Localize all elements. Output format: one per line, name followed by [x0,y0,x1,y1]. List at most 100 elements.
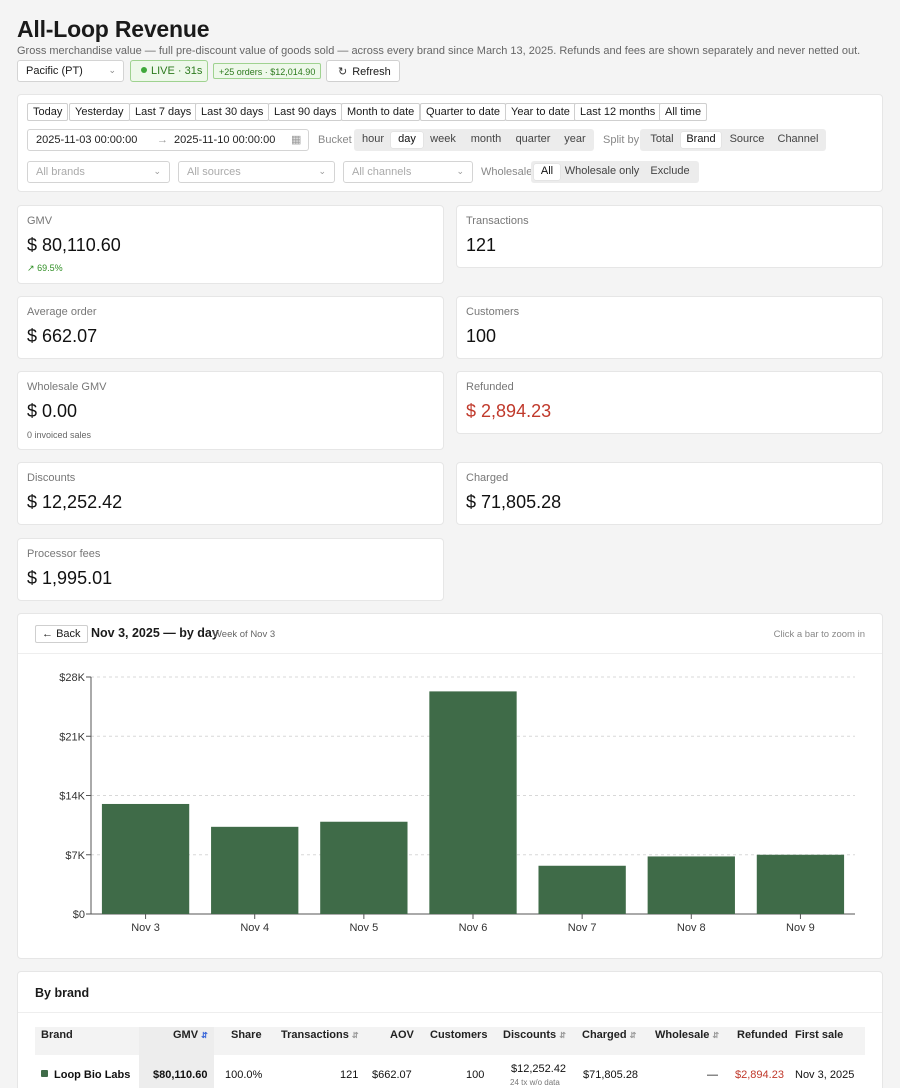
metric-value: $ 2,894.23 [466,401,551,422]
range-30days-button[interactable]: Last 30 days [195,103,270,121]
chart-bar[interactable] [211,826,299,914]
cell-customers: 100 [466,1069,485,1081]
new-orders-badge: +25 orders · $12,014.90 [213,63,322,79]
cell-first-sale: Nov 3, 2025 [795,1069,855,1081]
bucket-hour[interactable]: hour [361,133,385,145]
metric-label: Discounts [27,472,76,484]
range-ytd-button[interactable]: Year to date [505,103,576,121]
chart-bar[interactable] [101,803,190,914]
currency-symbol: $ [466,492,477,512]
metric-charged: Charged $ 71,805.28 [456,462,883,525]
metric-label: Transactions [466,215,529,227]
processor-fees-value: 1,995.01 [42,568,113,588]
cell-refunded: $2,894.23 [735,1069,784,1081]
back-button[interactable]: ← Back [35,625,88,643]
column-brand[interactable]: Brand [41,1029,73,1041]
y-tick-label: $7K [65,850,85,862]
date-to: 2025-11-10 00:00:00 [174,134,276,146]
split-total[interactable]: Total [650,133,674,145]
timezone-value: Pacific (PT) [26,65,83,77]
bucket-quarter[interactable]: quarter [515,133,551,145]
timezone-select[interactable]: Pacific (PT) ⌄ [17,60,124,82]
wholesale-only[interactable]: Wholesale only [564,165,640,177]
range-alltime-button[interactable]: All time [659,103,708,121]
x-tick-label: Nov 8 [677,922,706,934]
range-12months-button[interactable]: Last 12 months [574,103,662,121]
wholesale-selector: All Wholesale only Exclude [531,161,699,183]
bucket-year[interactable]: year [564,133,586,145]
column-aov[interactable]: AOV [390,1029,414,1041]
metric-processor-fees: Processor fees $ 1,995.01 [17,538,444,601]
refresh-button[interactable]: ↻ Refresh [326,60,400,82]
currency-symbol: $ [27,235,38,255]
x-tick-label: Nov 5 [349,922,378,934]
sort-icon: ⇵ [629,1031,637,1040]
date-range-picker[interactable]: 2025-11-03 00:00:00 → 2025-11-10 00:00:0… [27,129,309,151]
sort-icon: ⇵ [559,1031,566,1040]
x-tick-label: Nov 7 [568,922,597,934]
chart-panel: ← Back Nov 3, 2025 — by day Week of Nov … [17,613,883,959]
chart-bar[interactable] [320,821,408,914]
range-qtd-button[interactable]: Quarter to date [420,103,506,121]
chevron-down-icon: ⌄ [318,166,326,176]
column-customers[interactable]: Customers [430,1029,488,1041]
cell-brand: Loop Bio Labs [54,1069,131,1081]
column-discounts-label: Discounts [503,1029,557,1041]
chart-bar[interactable] [756,854,845,914]
metric-label: Wholesale GMV [27,381,107,393]
sort-icon: ⇵ [351,1031,359,1040]
bucket-selector: hour day week month quarter year [354,129,594,151]
currency-symbol: $ [466,401,477,421]
metric-refunded: Refunded $ 2,894.23 [456,371,883,434]
table-row[interactable]: Loop Bio Labs $80,110.60 100.0% 121 $662… [35,1055,865,1088]
chart-bar[interactable] [538,865,626,914]
column-charged[interactable]: Charged ⇵ [582,1029,636,1055]
column-wholesale[interactable]: Wholesale ⇵ [655,1029,719,1055]
range-90days-button[interactable]: Last 90 days [268,103,343,121]
brands-filter[interactable]: All brands ⌄ [27,161,170,183]
chart-bar[interactable] [647,856,735,914]
range-today-button[interactable]: Today [27,103,69,121]
split-source[interactable]: Source [729,133,765,145]
refresh-icon: ↻ [338,66,348,78]
brand-color-swatch [41,1070,48,1077]
column-refunded[interactable]: Refunded [737,1029,788,1041]
date-from: 2025-11-03 00:00:00 [36,134,138,146]
column-transactions-label: Transactions [281,1029,349,1041]
calendar-icon: ▦ [291,134,302,146]
chevron-down-icon: ⌄ [108,65,116,75]
x-tick-label: Nov 4 [240,922,269,934]
column-transactions[interactable]: Transactions ⇵ [281,1029,359,1055]
column-discounts[interactable]: Discounts ⇵ [503,1029,566,1055]
chart-bar[interactable] [429,691,517,914]
chart-hint: Click a bar to zoom in [773,629,865,640]
brands-placeholder: All brands [36,166,85,178]
sorted-column-highlight [139,1027,214,1088]
range-mtd-button[interactable]: Month to date [341,103,421,121]
column-gmv[interactable]: GMV ⇵ [173,1029,208,1055]
split-brand[interactable]: Brand [681,132,721,148]
gmv-delta: ↗ 69.5% [27,263,63,274]
bucket-week[interactable]: week [430,133,456,145]
metric-wholesale-gmv: Wholesale GMV $ 0.00 0 invoiced sales [17,371,444,450]
bucket-month[interactable]: month [470,133,502,145]
wholesale-exclude[interactable]: Exclude [650,165,690,177]
range-yesterday-button[interactable]: Yesterday [69,103,130,121]
range-7days-button[interactable]: Last 7 days [129,103,198,121]
wholesale-gmv-value: 0.00 [42,401,78,421]
column-gmv-label: GMV [173,1029,199,1041]
metric-label: Processor fees [27,548,101,560]
bucket-day[interactable]: day [391,132,423,148]
sources-filter[interactable]: All sources ⌄ [178,161,335,183]
sort-desc-icon: ⇵ [201,1031,208,1040]
discounts-value: 12,252.42 [42,492,123,512]
column-first-sale[interactable]: First sale [795,1029,844,1041]
sources-placeholder: All sources [187,166,241,178]
column-share[interactable]: Share [231,1029,262,1041]
live-indicator[interactable]: LIVE · 31s [130,60,208,82]
filters-panel: Today Yesterday Last 7 days Last 30 days… [17,94,883,192]
wholesale-all[interactable]: All [534,164,560,180]
column-charged-label: Charged [582,1029,627,1041]
channels-filter[interactable]: All channels ⌄ [343,161,473,183]
split-channel[interactable]: Channel [777,133,819,145]
